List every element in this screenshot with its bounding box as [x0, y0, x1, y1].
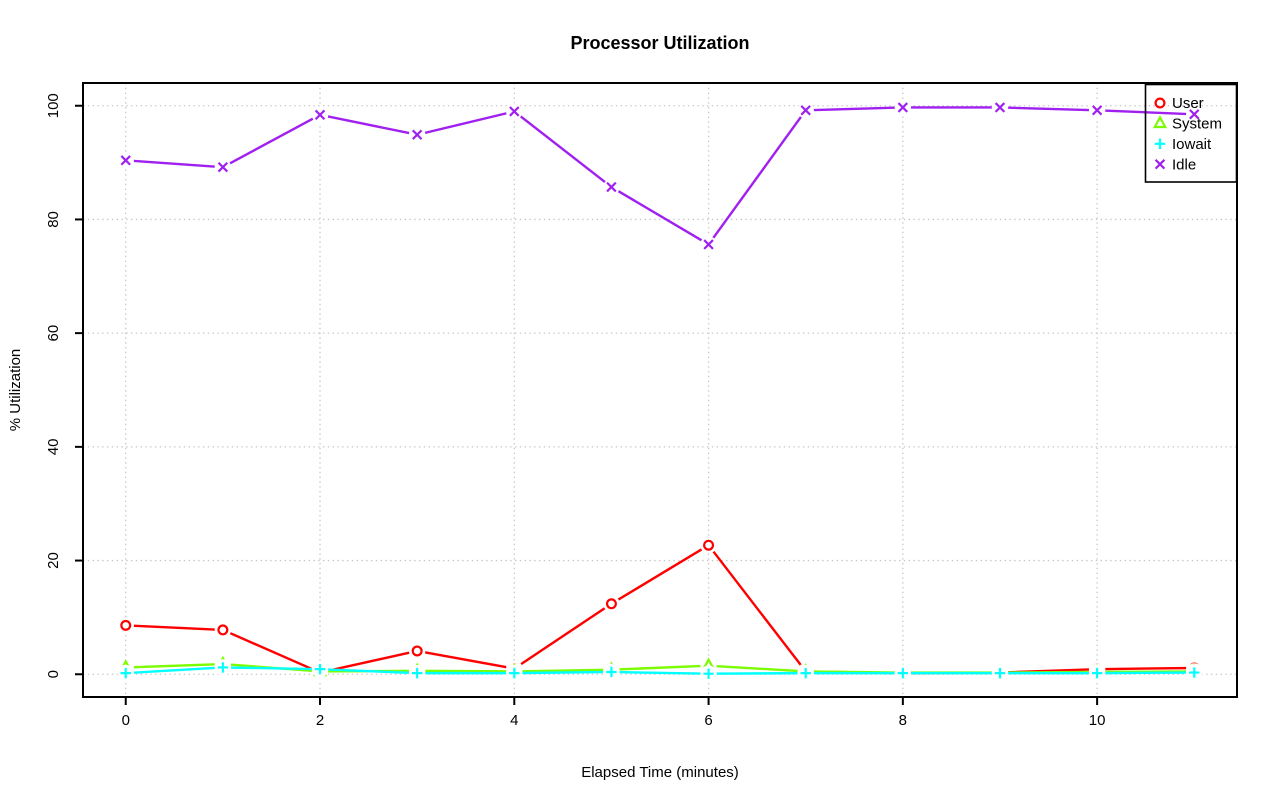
line-idle: [125, 106, 1195, 246]
marker-idle-8: [897, 102, 909, 113]
y-tick-label-60: 60: [45, 325, 62, 342]
marker-halo: [214, 621, 232, 639]
grid-layer: [83, 83, 1237, 697]
marker-halo: [117, 617, 134, 634]
marker-iowait-11: [1189, 667, 1200, 678]
marker-idle-4: [509, 106, 520, 117]
marker-user-0: [120, 619, 132, 631]
y-tick-label-80: 80: [45, 211, 62, 228]
x-axis-label: Elapsed Time (minutes): [581, 764, 739, 781]
marker-iowait-9: [994, 667, 1006, 679]
x-tick-label-10: 10: [1089, 712, 1106, 729]
legend-label-idle: Idle: [1172, 156, 1196, 173]
marker-halo: [408, 642, 426, 660]
marker-iowait-3: [411, 667, 423, 679]
series-layer: [117, 99, 1203, 682]
marker-idle-9: [994, 102, 1006, 113]
legend-marker-x-cross-icon: [1154, 159, 1166, 170]
x-tick-label-2: 2: [316, 712, 324, 729]
x-tick-label-6: 6: [704, 712, 712, 729]
marker-idle-6: [703, 239, 714, 250]
series-user: [117, 537, 1203, 682]
marker-user-1: [217, 624, 229, 636]
y-axis-label: % Utilization: [7, 349, 24, 432]
line-iowait: [125, 666, 1195, 675]
marker-iowait-1: [217, 662, 229, 673]
marker-halo: [603, 595, 620, 612]
y-tick-label-20: 20: [45, 552, 62, 569]
marker-user-5: [605, 598, 617, 610]
legend-entry-idle: Idle: [1154, 156, 1196, 173]
legend-marker-plus-icon: [1154, 138, 1166, 149]
marker-user-6: [703, 539, 715, 551]
marker-idle-1: [217, 161, 229, 173]
plot-border: [82, 82, 1238, 698]
x-tick-label-0: 0: [122, 712, 130, 729]
marker-iowait-4: [509, 667, 520, 679]
y-tick-label-100: 100: [45, 93, 62, 118]
series-idle: [117, 99, 1203, 253]
marker-halo: [700, 537, 717, 554]
x-tick-label-8: 8: [899, 712, 907, 729]
marker-iowait-6: [703, 668, 714, 679]
marker-idle-0: [120, 155, 131, 166]
legend-label-user: User: [1172, 95, 1204, 112]
marker-idle-3: [411, 129, 423, 140]
legend-label-system: System: [1172, 116, 1222, 133]
legend: User System Iowait Idle: [1144, 83, 1238, 183]
marker-idle-10: [1091, 105, 1103, 116]
y-tick-label-40: 40: [45, 439, 62, 456]
marker-user-3: [411, 645, 423, 657]
legend-entry-system: System: [1152, 115, 1222, 133]
marker-idle-2: [314, 109, 326, 121]
line-user: [125, 544, 1195, 675]
legend-marker-open-triangle-icon: [1152, 115, 1168, 129]
legend-marker-open-circle-icon: [1154, 97, 1166, 109]
marker-iowait-7: [800, 667, 811, 679]
legend-entry-user: User: [1154, 95, 1204, 112]
marker-iowait-5: [606, 666, 617, 678]
chart-title: Processor Utilization: [570, 33, 749, 53]
marker-idle-5: [606, 181, 617, 193]
marker-idle-7: [800, 105, 811, 116]
marker-iowait-10: [1091, 667, 1103, 679]
y-tick-label-0: 0: [45, 670, 62, 678]
marker-iowait-2: [314, 663, 326, 675]
legend-label-iowait: Iowait: [1172, 136, 1212, 153]
series-iowait: [117, 659, 1203, 682]
x-tick-label-4: 4: [510, 712, 518, 729]
marker-iowait-8: [897, 667, 909, 679]
legend-box: [1144, 83, 1238, 183]
marker-iowait-0: [120, 667, 131, 679]
legend-entry-iowait: Iowait: [1154, 136, 1212, 153]
marker-idle-11: [1189, 109, 1200, 120]
